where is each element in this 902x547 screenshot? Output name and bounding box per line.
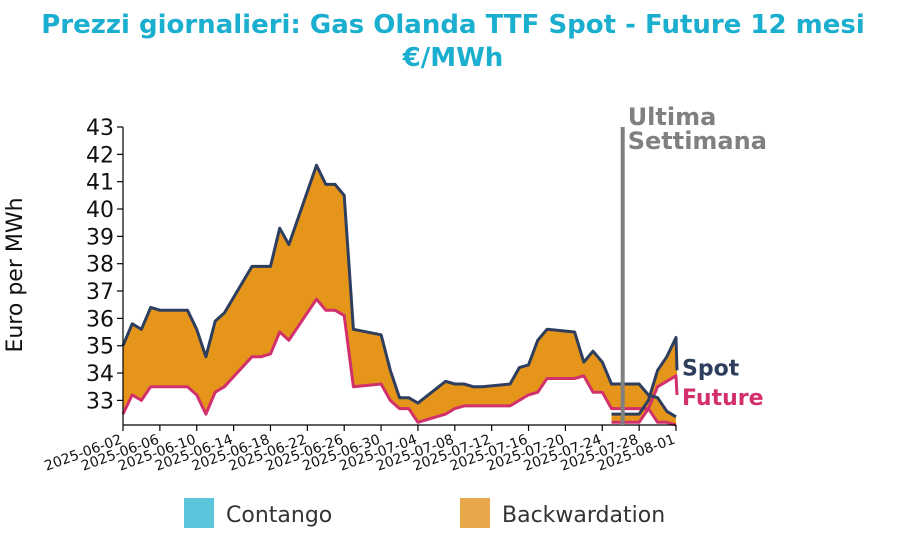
y-tick-label: 40 — [86, 198, 114, 223]
backwardation-area-last-week — [611, 337, 677, 423]
spot-end-label: Spot — [682, 356, 740, 381]
future-line-last-week — [611, 374, 679, 424]
y-tick-label: 34 — [86, 362, 114, 387]
backwardation-area — [123, 165, 676, 426]
legend-label-contango: Contango — [226, 503, 332, 528]
y-tick-label: 36 — [86, 307, 114, 332]
y-tick-label: 43 — [86, 116, 114, 141]
y-tick-label: 42 — [86, 143, 114, 168]
legend-label-backwardation: Backwardation — [502, 503, 665, 528]
spot-line-last-week — [611, 336, 679, 416]
plot-area — [121, 163, 679, 427]
y-tick-label: 37 — [86, 280, 114, 305]
last-week-marker-label-2: Settimana — [628, 127, 767, 155]
chart-subtitle: €/MWh — [402, 43, 504, 73]
spot-line — [121, 163, 677, 419]
legend-swatch-contango — [184, 498, 214, 528]
chart-title: Prezzi giornalieri: Gas Olanda TTF Spot … — [41, 10, 865, 40]
legend-swatch-backwardation — [460, 498, 490, 528]
y-tick-label: 33 — [86, 389, 114, 414]
y-tick-label: 38 — [86, 253, 114, 278]
future-line — [121, 297, 677, 427]
y-axis-label: Euro per MWh — [3, 197, 28, 352]
x-axis: 2025-06-022025-06-062025-06-102025-06-14… — [42, 424, 677, 475]
last-week-marker-label: Ultima — [628, 103, 717, 131]
y-tick-label: 35 — [86, 335, 114, 360]
y-tick-label: 39 — [86, 225, 114, 250]
future-end-label: Future — [682, 386, 764, 411]
y-tick-label: 41 — [86, 171, 114, 196]
